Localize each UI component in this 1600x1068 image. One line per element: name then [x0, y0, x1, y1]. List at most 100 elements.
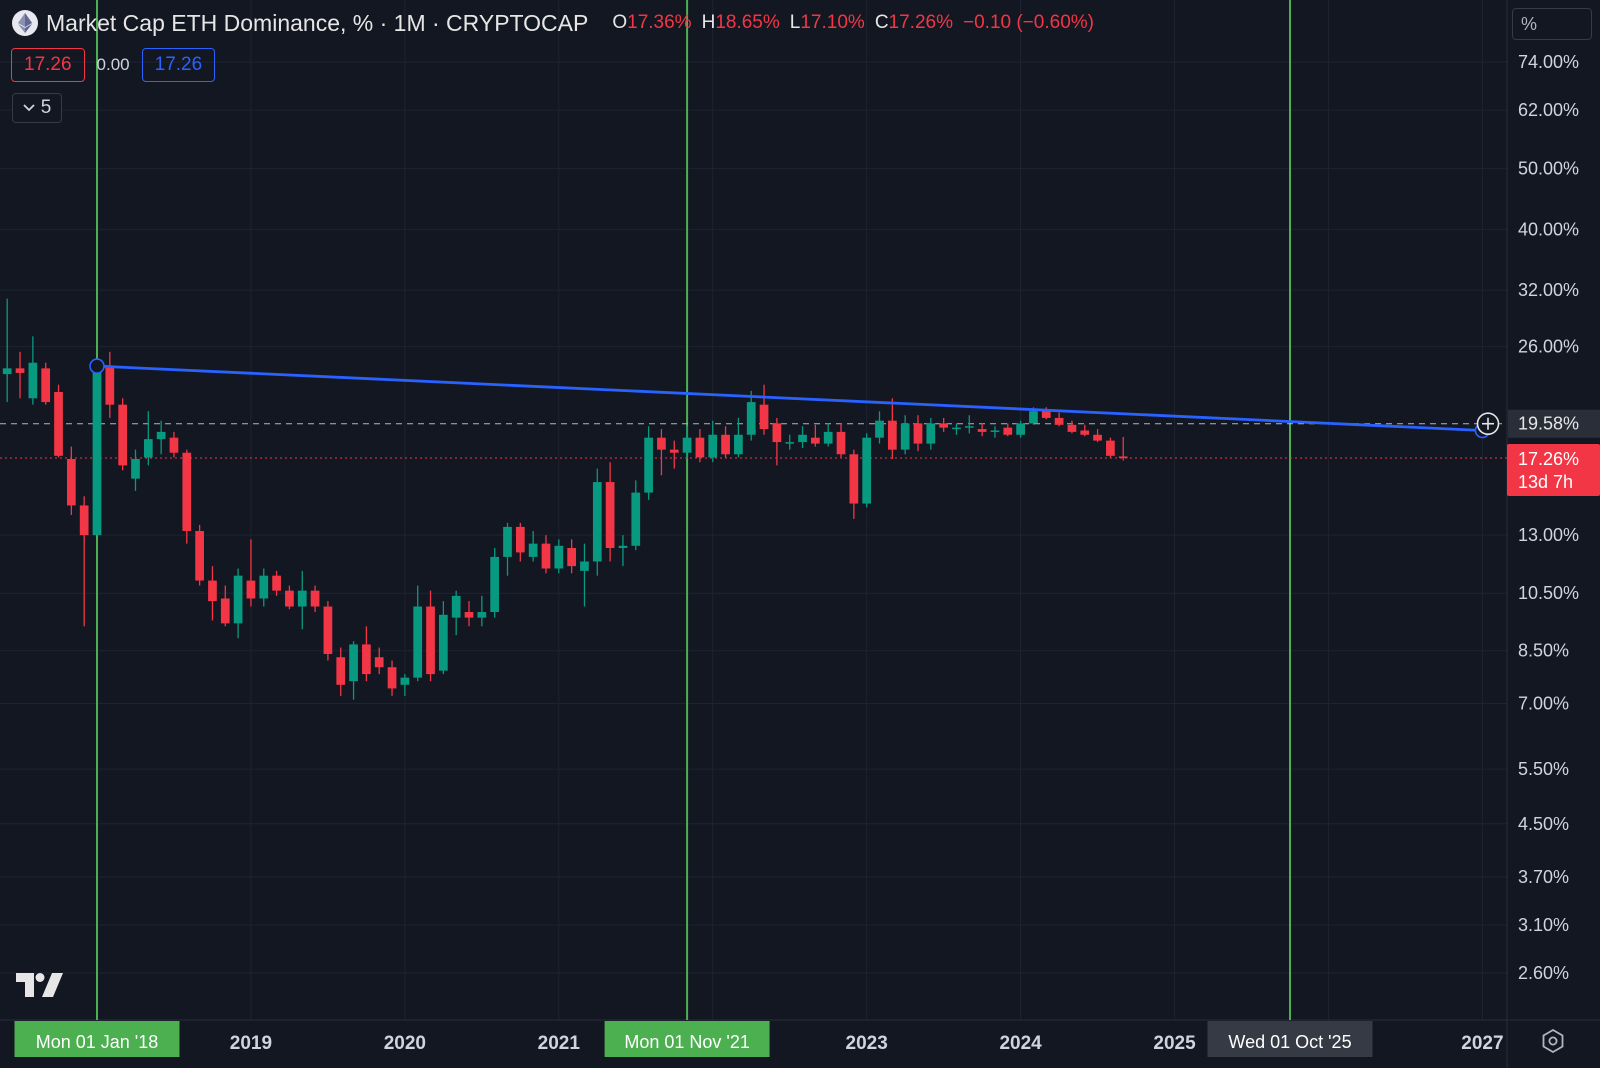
trendline[interactable]	[96, 364, 1483, 432]
candle[interactable]	[1016, 420, 1025, 438]
candle[interactable]	[567, 539, 576, 574]
candle[interactable]	[285, 585, 294, 610]
candle[interactable]	[708, 420, 718, 463]
candle[interactable]	[1106, 437, 1115, 458]
add-level-plus-icon[interactable]	[1476, 412, 1500, 436]
candle[interactable]	[977, 423, 987, 437]
candle[interactable]	[413, 585, 423, 682]
candle[interactable]	[310, 585, 320, 613]
candle[interactable]	[208, 566, 217, 621]
candle[interactable]	[618, 535, 628, 567]
candle[interactable]	[195, 524, 204, 586]
candle-body	[246, 580, 256, 599]
candle[interactable]	[374, 647, 384, 675]
candle[interactable]	[464, 601, 474, 627]
candle[interactable]	[143, 411, 153, 466]
candle[interactable]	[554, 539, 564, 574]
candle[interactable]	[451, 590, 461, 636]
candle[interactable]	[503, 522, 512, 576]
candle[interactable]	[28, 336, 38, 405]
candle[interactable]	[362, 626, 371, 682]
candle[interactable]	[990, 426, 1000, 438]
bid-value-box[interactable]: 17.26	[11, 48, 85, 82]
candle[interactable]	[823, 423, 833, 447]
candle[interactable]	[387, 660, 397, 696]
candle[interactable]	[1080, 424, 1090, 437]
candle[interactable]	[92, 366, 102, 536]
candle[interactable]	[118, 398, 128, 471]
candle[interactable]	[1003, 423, 1013, 437]
candle[interactable]	[528, 530, 538, 562]
candle[interactable]	[1118, 436, 1128, 461]
candle[interactable]	[156, 420, 166, 455]
candle[interactable]	[246, 539, 256, 607]
candle[interactable]	[964, 415, 974, 434]
candle[interactable]	[772, 417, 782, 466]
symbol-title[interactable]: Market Cap ETH Dominance, % · 1M · CRYPT…	[46, 9, 589, 36]
candle[interactable]	[887, 398, 897, 459]
candle[interactable]	[644, 426, 653, 500]
candle[interactable]	[426, 590, 435, 682]
candle-body	[272, 575, 281, 591]
candle[interactable]	[798, 426, 807, 449]
candle[interactable]	[66, 446, 76, 515]
price-scale-unit-button[interactable]: %	[1512, 8, 1592, 40]
candle[interactable]	[939, 417, 949, 432]
candle[interactable]	[490, 547, 500, 618]
candle[interactable]	[400, 674, 410, 696]
candle[interactable]	[131, 449, 140, 491]
candle[interactable]	[1067, 420, 1077, 434]
candle[interactable]	[926, 417, 936, 450]
ask-value-box[interactable]: 17.26	[141, 48, 216, 82]
candle[interactable]	[952, 423, 961, 435]
candle[interactable]	[323, 601, 333, 661]
candle[interactable]	[1054, 412, 1064, 427]
candle[interactable]	[79, 496, 89, 627]
candle[interactable]	[336, 647, 346, 696]
candle[interactable]	[297, 570, 307, 630]
candle[interactable]	[592, 468, 602, 576]
candle[interactable]	[836, 423, 846, 458]
candle[interactable]	[220, 585, 230, 627]
candle[interactable]	[746, 390, 756, 441]
candle[interactable]	[734, 417, 743, 458]
candle[interactable]	[349, 641, 358, 700]
candle[interactable]	[54, 384, 63, 458]
candle[interactable]	[849, 449, 859, 519]
chart-settings-button[interactable]	[1540, 1028, 1566, 1059]
candle[interactable]	[2, 298, 12, 403]
candle[interactable]	[657, 429, 666, 476]
candle[interactable]	[259, 568, 269, 607]
candle[interactable]	[580, 543, 589, 607]
candle[interactable]	[695, 429, 705, 463]
candle[interactable]	[541, 535, 551, 574]
candle[interactable]	[515, 522, 525, 562]
indicators-collapse-button[interactable]: 5	[12, 93, 62, 123]
trendline-start-handle[interactable]	[89, 358, 105, 374]
candle[interactable]	[182, 449, 192, 544]
candle[interactable]	[631, 480, 641, 551]
candle[interactable]	[669, 440, 679, 469]
candle[interactable]	[605, 462, 615, 562]
candle[interactable]	[785, 434, 795, 450]
candle[interactable]	[105, 351, 115, 418]
candle[interactable]	[811, 424, 820, 447]
candle[interactable]	[477, 595, 487, 627]
candle[interactable]	[1093, 429, 1102, 443]
candle[interactable]	[233, 568, 243, 639]
candle[interactable]	[15, 351, 25, 399]
candle[interactable]	[913, 415, 923, 452]
candle[interactable]	[272, 570, 281, 596]
candle[interactable]	[759, 384, 769, 435]
candle[interactable]	[862, 433, 872, 508]
candle[interactable]	[41, 362, 51, 405]
candle[interactable]	[900, 415, 910, 455]
candle[interactable]	[721, 426, 730, 458]
candle[interactable]	[169, 431, 179, 458]
candle[interactable]	[682, 426, 692, 459]
tradingview-logo-icon[interactable]	[16, 973, 64, 1004]
candle[interactable]	[875, 411, 884, 444]
candle[interactable]	[438, 601, 448, 675]
